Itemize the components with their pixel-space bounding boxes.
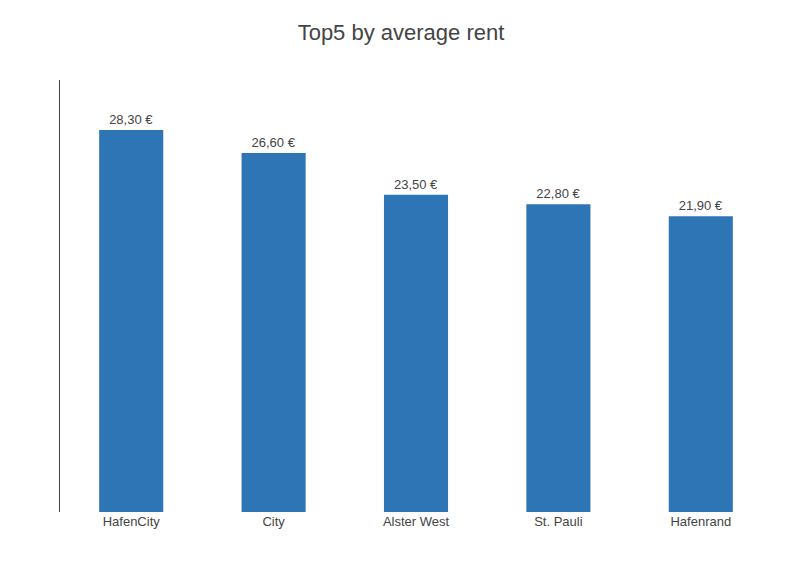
svg-text:22,80 €: 22,80 € <box>536 186 580 201</box>
svg-text:Hafenrand: Hafenrand <box>670 514 731 529</box>
svg-text:28,30 €: 28,30 € <box>109 112 153 127</box>
svg-text:Alster West: Alster West <box>383 514 450 529</box>
svg-text:21,90 €: 21,90 € <box>679 198 723 213</box>
svg-text:City: City <box>262 514 285 529</box>
svg-text:Top5 by average rent: Top5 by average rent <box>298 20 505 45</box>
svg-text:St. Pauli: St. Pauli <box>534 514 583 529</box>
svg-text:23,50 €: 23,50 € <box>394 177 438 192</box>
svg-text:HafenCity: HafenCity <box>103 514 161 529</box>
svg-text:26,60 €: 26,60 € <box>252 135 296 150</box>
